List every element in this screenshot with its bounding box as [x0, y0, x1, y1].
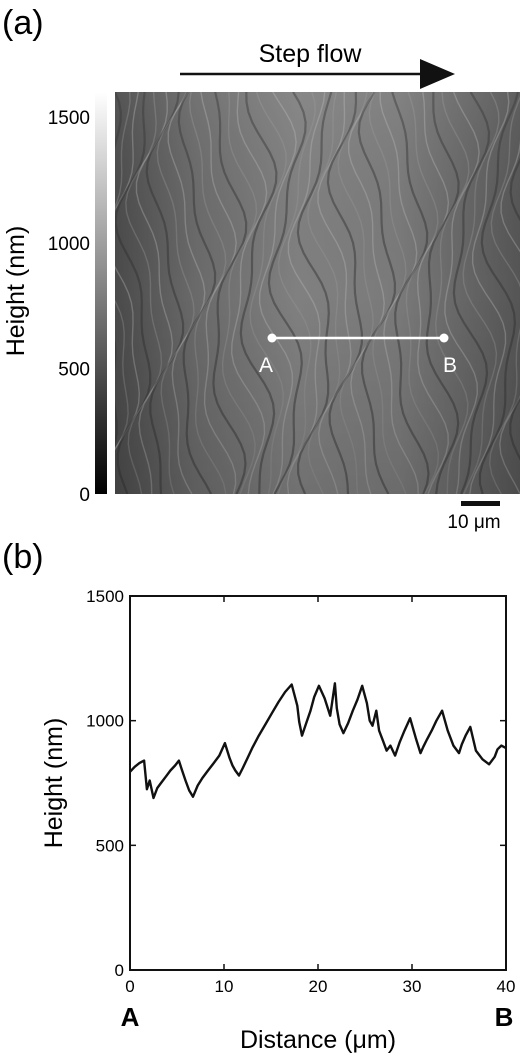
x-tick-label: 20	[309, 977, 328, 996]
panel-b-label: (b)	[2, 538, 44, 576]
y-tick-label: 0	[115, 961, 124, 980]
y-axis-label: Height (nm)	[40, 718, 68, 849]
x-tick-label: 30	[403, 977, 422, 996]
step-flow-label: Step flow	[259, 40, 363, 68]
scale-bar	[461, 501, 500, 506]
x-axis-label: Distance (μm)	[240, 1026, 396, 1054]
height-profile-line	[129, 682, 507, 800]
y-tick-label: 1500	[86, 587, 124, 606]
panel-a-label: (a)	[2, 4, 44, 42]
colorbar-tick-label: 1500	[48, 108, 90, 129]
profile-end-dot	[439, 333, 449, 343]
x-tick-label: 40	[497, 977, 516, 996]
x-start-label: A	[121, 1002, 140, 1032]
afm-image	[115, 92, 520, 494]
y-tick-label: 500	[96, 836, 124, 855]
colorbar-ticks: 1500 1000 500 0	[48, 108, 90, 506]
y-tick-label: 1000	[86, 712, 124, 731]
height-colorbar	[95, 92, 107, 494]
colorbar-tick-label: 1000	[48, 234, 90, 255]
profile-start-label: A	[259, 354, 273, 377]
colorbar-title: Height (nm)	[2, 226, 30, 357]
scale-bar-label: 10 μm	[447, 512, 500, 533]
profile-start-dot	[267, 333, 277, 343]
x-end-label: B	[495, 1002, 514, 1032]
colorbar-tick-label: 500	[58, 359, 90, 380]
x-tick-label: 0	[125, 977, 134, 996]
height-profile-chart: 0 10 20 30 40 0 500 1000 1500 Height (nm) Distan…	[40, 587, 515, 1054]
x-tick-label: 10	[215, 977, 234, 996]
profile-end-label: B	[443, 354, 457, 377]
colorbar-tick-label: 0	[79, 485, 90, 506]
